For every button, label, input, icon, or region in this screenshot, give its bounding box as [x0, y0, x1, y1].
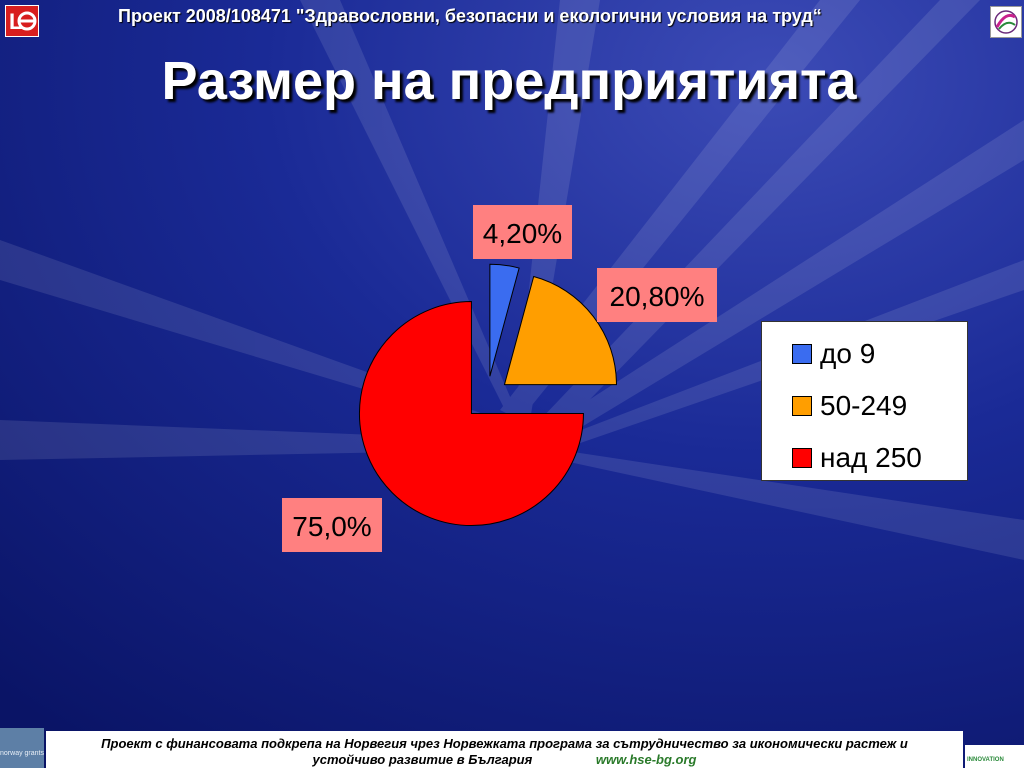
- norway-grants-logo: norway grants: [0, 728, 44, 768]
- pie-slice-1: [489, 263, 520, 377]
- data-label-box: [597, 268, 717, 322]
- pie-slice-3: [358, 301, 584, 527]
- data-label-text: 75,0%: [292, 511, 371, 542]
- legend-swatch-orange: [792, 396, 812, 416]
- data-label-2: 20,80%: [597, 268, 717, 322]
- legend-item-50-249: 50-249: [792, 390, 907, 422]
- footer-line-1: Проект с финансовата подкрепа на Норвеги…: [101, 736, 908, 751]
- svg-text:L: L: [9, 9, 22, 34]
- chart-legend: до 9 50-249 над 250: [761, 321, 968, 481]
- legend-swatch-red: [792, 448, 812, 468]
- legend-item-over-250: над 250: [792, 442, 922, 474]
- innovation-text: INNOVATION: [967, 757, 1004, 763]
- footer-funding-note: Проект с финансовата подкрепа на Норвеги…: [46, 731, 963, 768]
- legend-label: над 250: [820, 442, 922, 473]
- data-label-box: [473, 205, 572, 259]
- legend-label: до 9: [820, 338, 876, 369]
- data-label-text: 4,20%: [483, 218, 562, 249]
- footer-url-link[interactable]: www.hse-bg.org: [595, 752, 697, 767]
- lo-logo: L: [5, 5, 39, 37]
- data-label-text: 20,80%: [610, 281, 705, 312]
- data-label-3: 75,0%: [282, 498, 382, 552]
- data-label-box: [282, 498, 382, 552]
- legend-item-up-to-9: до 9: [792, 338, 875, 370]
- slide-title: Размер на предприятията: [161, 51, 857, 111]
- partner-logo: [990, 6, 1022, 38]
- innovation-norway-logo: INNOVATION: [965, 745, 1024, 768]
- project-header: Проект 2008/108471 "Здравословни, безопа…: [118, 6, 822, 26]
- norway-grants-text: norway grants: [0, 750, 44, 757]
- footer-line-2: устойчиво развитие в България www.hse-bg…: [46, 752, 963, 768]
- legend-swatch-blue: [792, 344, 812, 364]
- data-label-1: 4,20%: [473, 205, 572, 259]
- legend-label: 50-249: [820, 390, 908, 421]
- pie-slice-2: [503, 275, 617, 386]
- footer-line-2-text: устойчиво развитие в България: [312, 752, 533, 767]
